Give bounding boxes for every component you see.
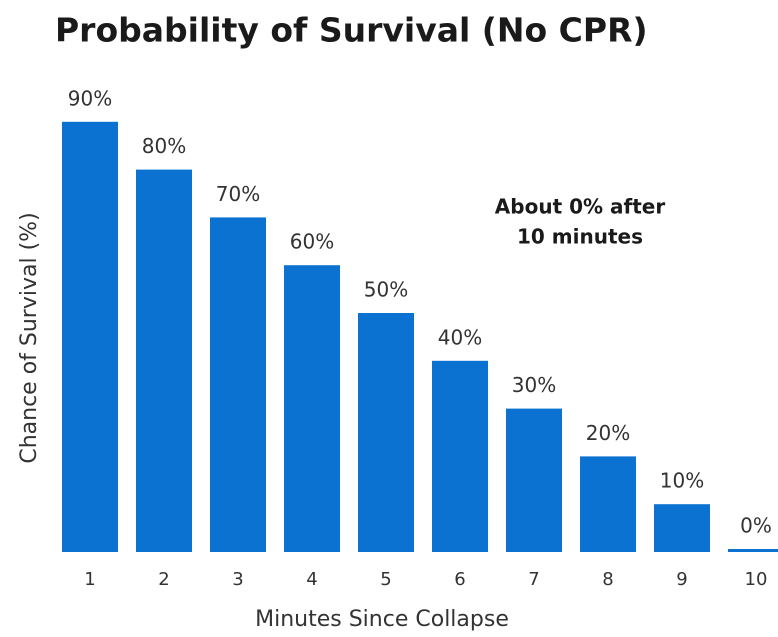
value-label: 20% [586,421,630,445]
bar [654,504,710,552]
x-tick-label: 10 [745,569,768,590]
value-label: 40% [438,325,482,349]
bar [210,217,266,552]
chart-title: Probability of Survival (No CPR) [55,11,648,50]
value-label: 0% [740,514,772,538]
x-tick-label: 3 [232,569,243,590]
bar [62,121,118,553]
value-label: 10% [660,469,704,493]
x-tick-label: 5 [380,569,391,590]
annotation: 10 minutes [517,225,643,249]
value-label: 70% [216,182,260,206]
x-tick-label: 1 [84,569,95,590]
x-tick-label: 8 [602,569,613,590]
bar [358,313,414,552]
bar [432,360,488,552]
bar [506,408,562,552]
y-axis-label: Chance of Survival (%) [17,212,42,463]
x-tick-label: 4 [306,569,317,590]
bar [284,265,340,552]
x-tick-label: 9 [676,569,687,590]
value-label: 80% [142,134,186,158]
value-label: 90% [68,86,112,110]
bar [580,456,636,552]
x-axis-label: Minutes Since Collapse [255,607,509,632]
value-label: 50% [364,278,408,302]
value-label: 30% [512,373,556,397]
bar [728,549,778,552]
bar [136,169,192,552]
x-tick-label: 2 [158,569,169,590]
x-tick-label: 7 [528,569,539,590]
annotation: About 0% after [495,195,666,219]
x-tick-label: 6 [454,569,465,590]
value-label: 60% [290,230,334,254]
